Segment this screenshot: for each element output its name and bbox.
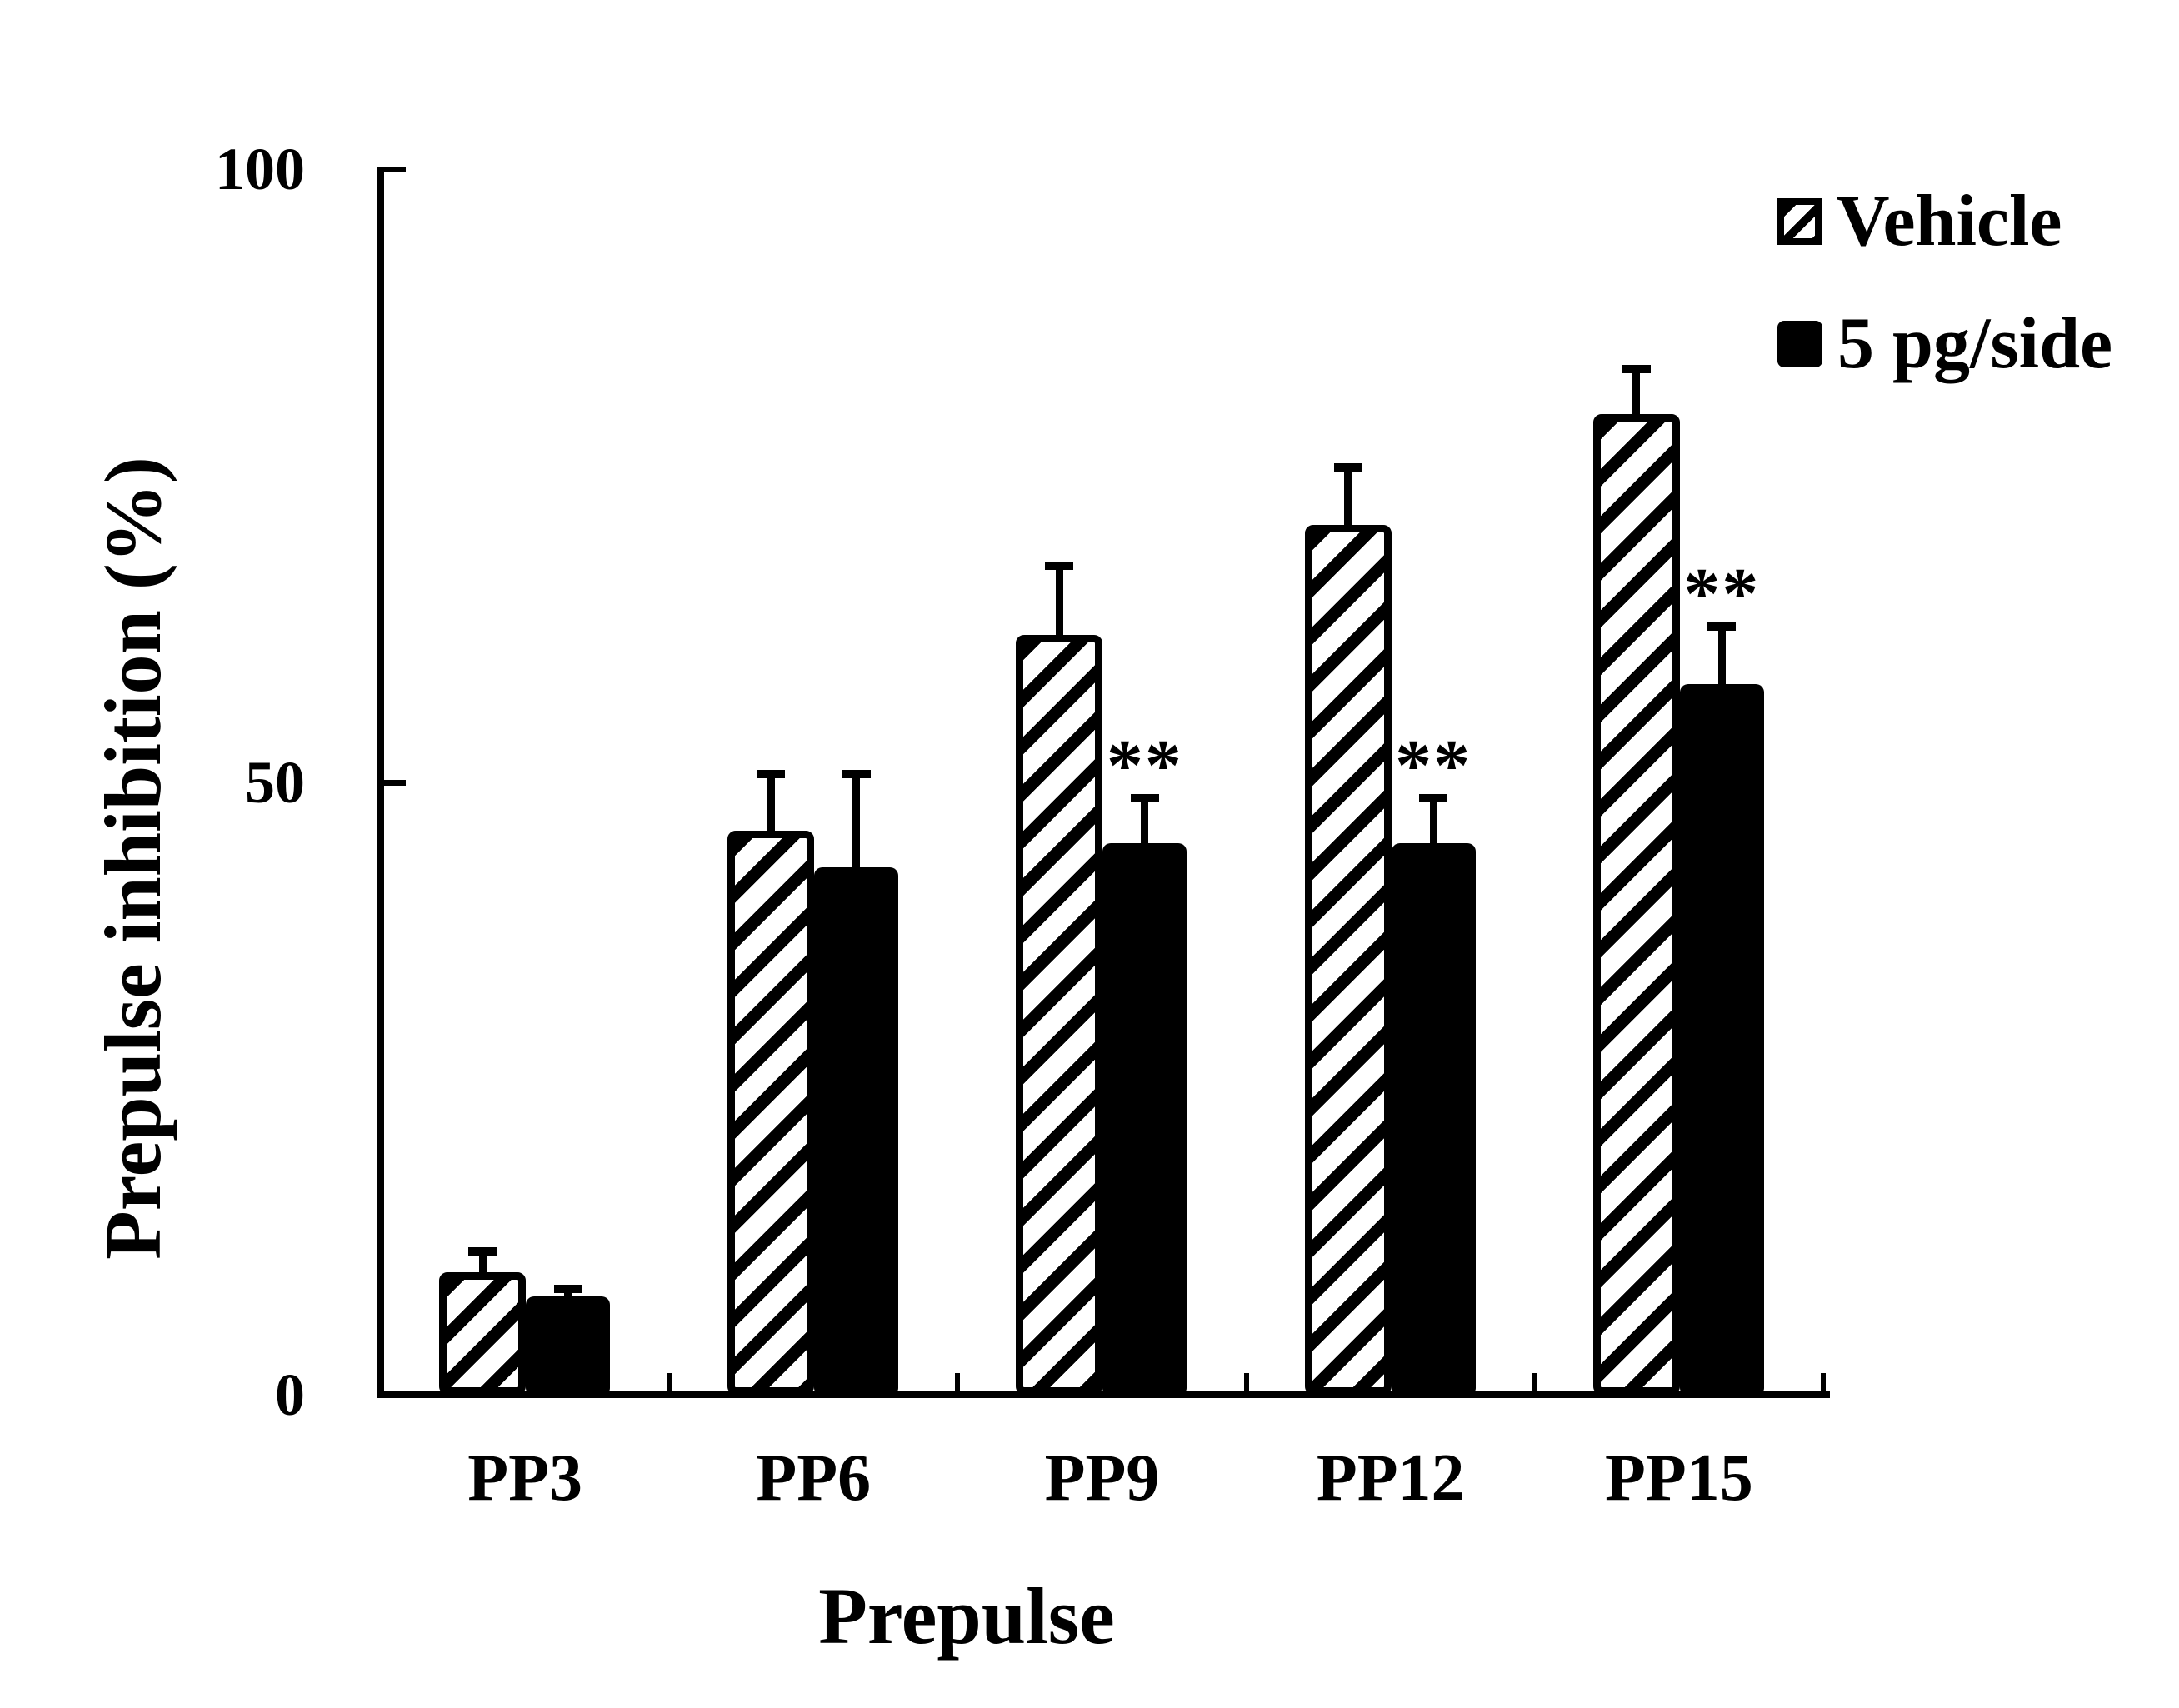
error-bar-stem xyxy=(478,1247,487,1272)
error-bar-stem xyxy=(1055,561,1063,635)
x-axis-title: Prepulse xyxy=(818,1571,1115,1661)
solid-swatch-icon xyxy=(1777,321,1822,367)
legend-item-vehicle: Vehicle xyxy=(1777,185,2112,258)
error-bar-cap xyxy=(757,769,786,778)
error-bar-cap xyxy=(1130,794,1159,803)
x-tick-mark xyxy=(667,1373,672,1395)
bar-5-pg-side-pp6 xyxy=(814,867,899,1395)
error-bar-stem xyxy=(1717,622,1726,684)
y-tick-label: 0 xyxy=(275,1361,305,1428)
x-tick-mark xyxy=(1821,1373,1826,1395)
error-bar-cap xyxy=(553,1284,582,1293)
error-bar-stem xyxy=(1429,794,1437,844)
x-tick-mark xyxy=(1243,1373,1249,1395)
bar-vehicle-pp3 xyxy=(439,1271,526,1395)
significance-marker-pp15: ** xyxy=(1683,554,1761,636)
error-bar-stem xyxy=(852,769,861,868)
y-tick-label: 50 xyxy=(245,748,305,816)
error-bar-cap xyxy=(1045,561,1074,570)
x-axis-line xyxy=(377,1391,1830,1398)
bar-vehicle-pp12 xyxy=(1304,524,1392,1395)
y-axis-title: Prepulse inhibition (%) xyxy=(88,457,177,1260)
significance-marker-pp12: ** xyxy=(1395,726,1472,807)
error-bar-stem xyxy=(1141,794,1149,844)
x-category-label-pp6: PP6 xyxy=(756,1441,872,1515)
legend-item-dose: 5 pg/side xyxy=(1777,307,2112,381)
bar-5-pg-side-pp12 xyxy=(1391,843,1476,1395)
legend: Vehicle 5 pg/side xyxy=(1777,185,2112,381)
bar-5-pg-side-pp15 xyxy=(1679,683,1764,1395)
bar-5-pg-side-pp3 xyxy=(526,1296,610,1395)
y-tick-mark xyxy=(384,167,406,172)
y-axis-line xyxy=(377,167,384,1398)
error-bar-stem xyxy=(1632,365,1641,415)
x-category-label-pp12: PP12 xyxy=(1316,1441,1465,1515)
x-category-label-pp9: PP9 xyxy=(1044,1441,1160,1515)
error-bar-stem xyxy=(1344,463,1352,525)
y-tick-label: 100 xyxy=(215,136,305,202)
error-bar-cap xyxy=(1333,463,1362,472)
x-tick-mark xyxy=(1532,1373,1537,1395)
x-category-label-pp3: PP3 xyxy=(467,1441,582,1515)
y-tick-mark xyxy=(384,779,406,786)
significance-marker-pp9: ** xyxy=(1106,726,1183,807)
bar-vehicle-pp15 xyxy=(1592,414,1680,1395)
legend-label-vehicle: Vehicle xyxy=(1837,181,2062,262)
error-bar-cap xyxy=(1707,622,1737,632)
bar-vehicle-pp6 xyxy=(727,831,815,1395)
error-bar-cap xyxy=(1419,794,1448,803)
error-bar-cap xyxy=(1622,365,1651,374)
hatched-swatch-icon xyxy=(1777,198,1822,245)
error-bar-stem xyxy=(767,769,775,832)
error-bar-cap xyxy=(468,1247,497,1256)
x-tick-mark xyxy=(955,1373,961,1395)
bar-vehicle-pp9 xyxy=(1016,634,1103,1395)
x-category-label-pp15: PP15 xyxy=(1605,1441,1753,1515)
bar-5-pg-side-pp9 xyxy=(1102,843,1187,1395)
legend-label-dose: 5 pg/side xyxy=(1837,303,2113,384)
error-bar-cap xyxy=(842,769,871,778)
